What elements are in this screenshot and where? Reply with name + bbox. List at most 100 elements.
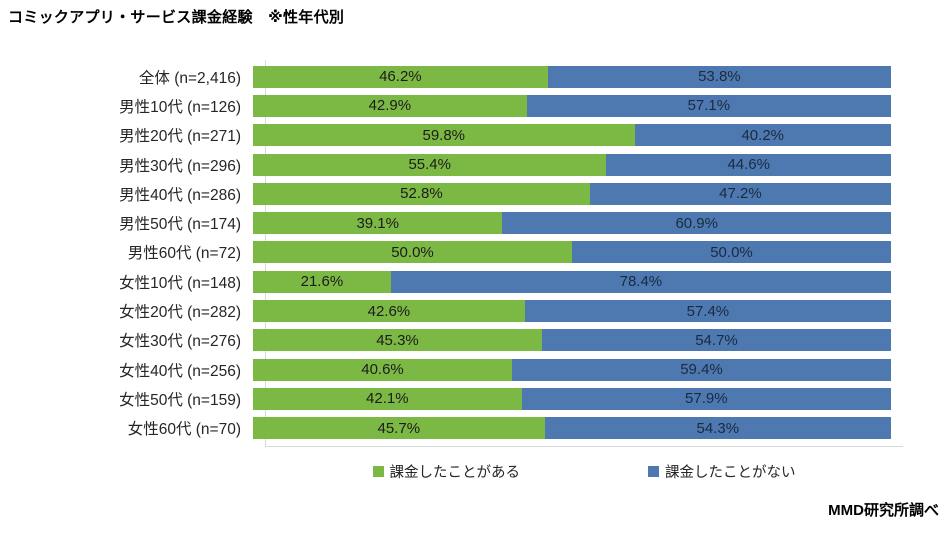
paid-value-label: 59.8% — [422, 126, 466, 144]
bar-track: 42.1% 57.9% — [253, 387, 891, 410]
chart-title: コミックアプリ・サービス課金経験 ※性年代別 — [8, 9, 345, 26]
chart-row: 男性20代 (n=271) 59.8% 40.2% — [0, 121, 903, 150]
category-label: 男性40代 (n=286) — [119, 186, 241, 204]
bar-segment-paid: 21.6% — [253, 270, 391, 293]
paid-value-label: 42.6% — [367, 302, 411, 320]
legend-swatch-not-paid-icon — [648, 466, 659, 477]
bar-segment-paid: 59.8% — [253, 124, 635, 147]
paid-value-label: 40.6% — [361, 361, 404, 379]
bar-segment-paid: 45.7% — [253, 417, 545, 440]
bar-segment-not-paid: 54.3% — [544, 417, 891, 440]
plot-rows: 全体 (n=2,416) 46.2% 53.8% 男性10代 (n=126) 4… — [0, 62, 903, 443]
bar-segment-paid: 52.8% — [253, 182, 590, 205]
legend-item-paid: 課金したことがある — [372, 461, 521, 482]
bar-segment-not-paid: 40.2% — [634, 124, 891, 147]
paid-value-label: 42.9% — [368, 97, 412, 115]
bar-track: 55.4% 44.6% — [253, 153, 891, 176]
legend-swatch-paid-icon — [372, 466, 384, 477]
not-paid-value-label: 57.4% — [686, 302, 730, 320]
bar-track: 45.7% 54.3% — [253, 417, 891, 440]
chart-row: 男性40代 (n=286) 52.8% 47.2% — [0, 179, 903, 208]
chart-row: 全体 (n=2,416) 46.2% 53.8% — [0, 62, 903, 91]
bar-segment-not-paid: 59.4% — [512, 358, 891, 381]
category-label: 女性20代 (n=282) — [119, 304, 241, 322]
legend-item-not-paid: 課金したことがない — [648, 461, 796, 482]
not-paid-value-label: 53.8% — [698, 68, 741, 86]
paid-value-label: 45.7% — [377, 419, 421, 437]
paid-value-label: 52.8% — [400, 185, 443, 203]
not-paid-value-label: 60.9% — [675, 214, 718, 232]
category-label: 男性30代 (n=296) — [119, 157, 241, 175]
bar-track: 46.2% 53.8% — [253, 65, 891, 88]
paid-value-label: 50.0% — [391, 243, 434, 261]
chart-row: 男性30代 (n=296) 55.4% 44.6% — [0, 150, 903, 179]
not-paid-value-label: 78.4% — [619, 273, 663, 291]
paid-value-label: 55.4% — [408, 156, 451, 174]
category-label: 女性30代 (n=276) — [119, 333, 241, 351]
bar-segment-paid: 42.1% — [253, 387, 522, 410]
category-label: 男性20代 (n=271) — [119, 128, 241, 146]
chart-row: 女性40代 (n=256) 40.6% 59.4% — [0, 355, 903, 384]
bar-segment-not-paid: 57.1% — [526, 94, 891, 117]
not-paid-value-label: 57.1% — [687, 97, 731, 115]
chart-row: 女性30代 (n=276) 45.3% 54.7% — [0, 326, 903, 355]
paid-value-label: 21.6% — [300, 273, 344, 291]
bar-track: 39.1% 60.9% — [253, 212, 891, 235]
bar-segment-paid: 50.0% — [253, 241, 572, 264]
bar-segment-paid: 45.3% — [253, 329, 542, 352]
bar-segment-not-paid: 47.2% — [589, 182, 891, 205]
bar-track: 21.6% 78.4% — [253, 270, 891, 293]
chart-row: 男性50代 (n=174) 39.1% 60.9% — [0, 208, 903, 237]
legend: 課金したことがある 課金したことがない — [265, 461, 903, 482]
category-label: 女性40代 (n=256) — [119, 362, 241, 380]
category-label: 女性10代 (n=148) — [119, 274, 241, 292]
bar-segment-paid: 55.4% — [253, 153, 607, 176]
paid-value-label: 46.2% — [379, 68, 422, 86]
chart-row: 女性10代 (n=148) 21.6% 78.4% — [0, 267, 903, 296]
bar-segment-not-paid: 50.0% — [572, 241, 891, 264]
category-label: 女性60代 (n=70) — [127, 421, 241, 439]
not-paid-value-label: 57.9% — [685, 390, 728, 408]
not-paid-value-label: 44.6% — [727, 156, 770, 174]
source-credit: MMD研究所調べ — [828, 502, 939, 519]
category-label: 女性50代 (n=159) — [119, 391, 241, 409]
bar-segment-not-paid: 78.4% — [390, 270, 891, 293]
not-paid-value-label: 47.2% — [719, 185, 762, 203]
chart-row: 男性10代 (n=126) 42.9% 57.1% — [0, 91, 903, 120]
bar-track: 45.3% 54.7% — [253, 329, 891, 352]
bar-segment-not-paid: 57.4% — [524, 300, 891, 323]
bar-segment-not-paid: 57.9% — [521, 387, 891, 410]
category-label: 全体 (n=2,416) — [138, 69, 241, 87]
not-paid-value-label: 40.2% — [741, 126, 785, 144]
chart-row: 女性20代 (n=282) 42.6% 57.4% — [0, 296, 903, 325]
bar-segment-not-paid: 60.9% — [502, 212, 891, 235]
bar-track: 52.8% 47.2% — [253, 182, 891, 205]
not-paid-value-label: 54.3% — [696, 419, 740, 437]
chart-row: 女性60代 (n=70) 45.7% 54.3% — [0, 414, 903, 443]
not-paid-value-label: 54.7% — [695, 331, 738, 349]
category-label: 男性60代 (n=72) — [127, 245, 241, 263]
bar-track: 50.0% 50.0% — [253, 241, 891, 264]
bar-segment-not-paid: 44.6% — [606, 153, 891, 176]
bar-track: 59.8% 40.2% — [253, 124, 891, 147]
bar-segment-paid: 46.2% — [253, 65, 548, 88]
bar-segment-not-paid: 53.8% — [547, 65, 891, 88]
x-axis-line — [265, 446, 903, 447]
not-paid-value-label: 59.4% — [680, 361, 723, 379]
bar-segment-paid: 40.6% — [253, 358, 513, 381]
category-label: 男性50代 (n=174) — [119, 216, 241, 234]
bar-segment-paid: 42.9% — [253, 94, 527, 117]
chart-row: 男性60代 (n=72) 50.0% 50.0% — [0, 238, 903, 267]
bar-segment-paid: 42.6% — [253, 300, 525, 323]
paid-value-label: 45.3% — [376, 331, 419, 349]
bar-segment-not-paid: 54.7% — [542, 329, 891, 352]
paid-value-label: 42.1% — [366, 390, 409, 408]
legend-label-paid: 課金したことがある — [389, 465, 521, 481]
not-paid-value-label: 50.0% — [710, 243, 753, 261]
bar-track: 42.9% 57.1% — [253, 94, 891, 117]
legend-label-not-paid: 課金したことがない — [665, 465, 796, 481]
paid-value-label: 39.1% — [356, 214, 399, 232]
bar-track: 42.6% 57.4% — [253, 300, 891, 323]
bar-track: 40.6% 59.4% — [253, 358, 891, 381]
